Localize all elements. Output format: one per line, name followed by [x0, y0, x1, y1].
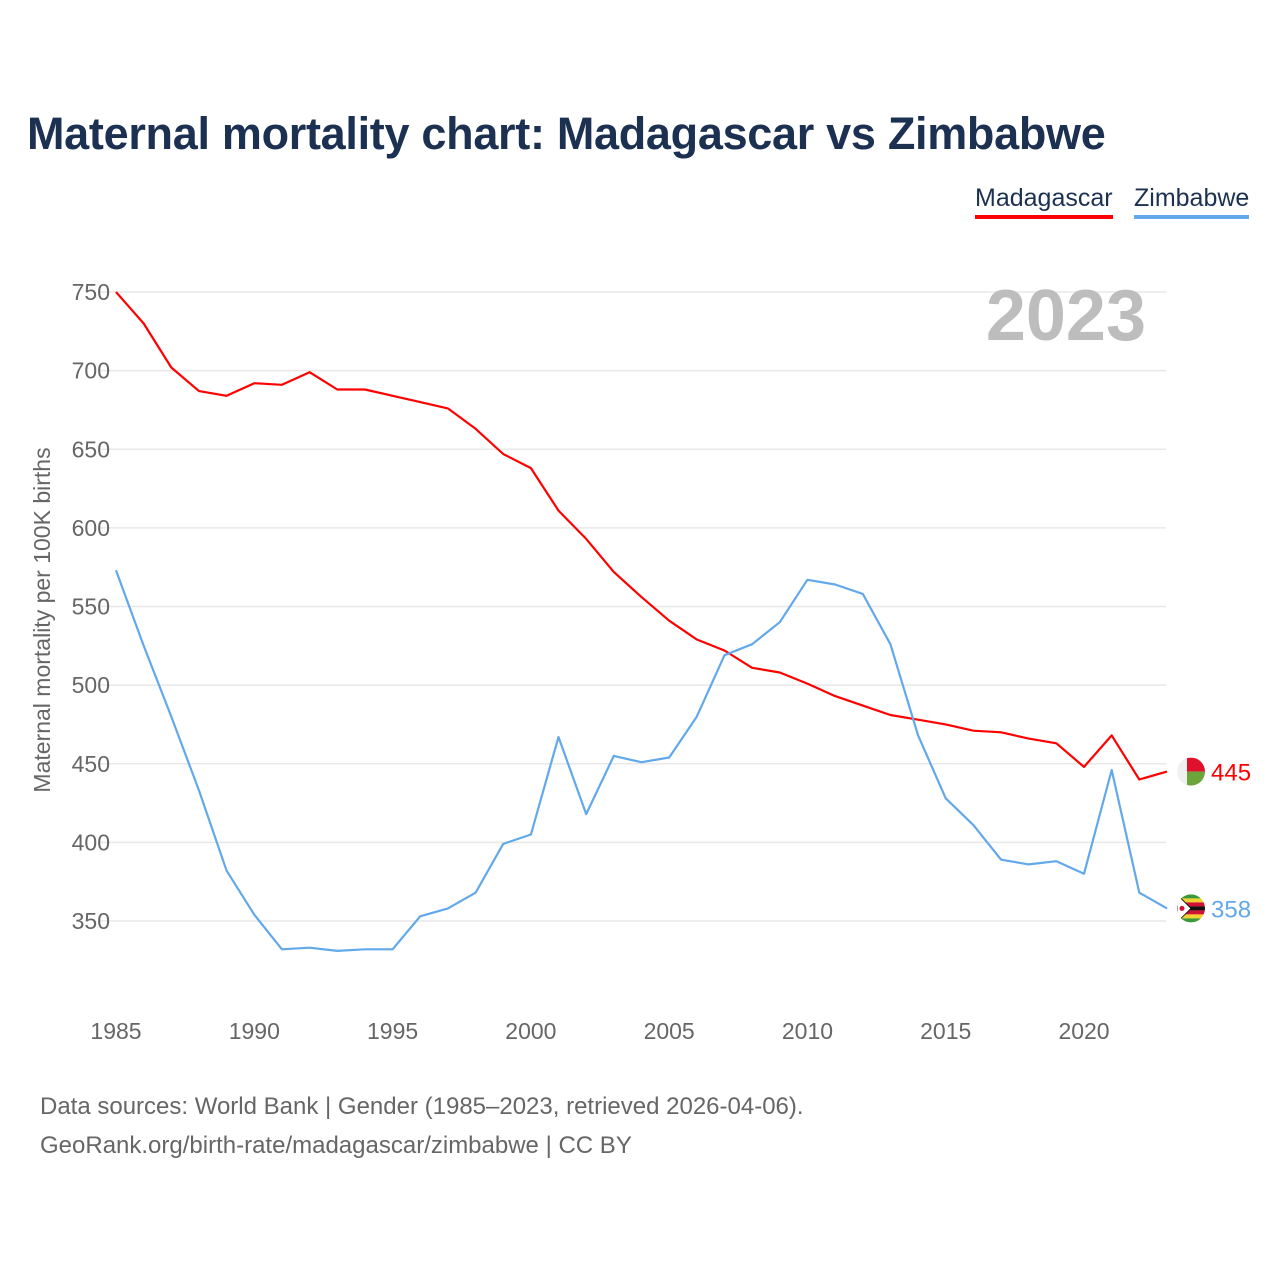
- y-tick-label: 400: [72, 829, 110, 855]
- legend-item-madagascar[interactable]: Madagascar: [975, 184, 1113, 219]
- y-tick-label: 550: [72, 594, 110, 620]
- y-tick-label: 500: [72, 672, 110, 698]
- flag-body: [1177, 757, 1205, 786]
- flag-green: [1187, 771, 1205, 786]
- flag-stripe: [1177, 894, 1205, 899]
- x-tick-label: 1990: [229, 1018, 280, 1044]
- y-tick-label: 350: [72, 908, 110, 934]
- y-axis-label: Maternal mortality per 100K births: [29, 447, 55, 792]
- y-tick-label: 700: [72, 358, 110, 384]
- x-tick-label: 2000: [505, 1018, 556, 1044]
- y-tick-label: 650: [72, 436, 110, 462]
- end-value-label: 358: [1211, 896, 1251, 923]
- line-chart: 350 400 450 500 550 600 650 700 750 1985 1990 1995 2…: [29, 276, 1251, 1044]
- y-tick-label: 450: [72, 751, 110, 777]
- flag-star: [1179, 905, 1185, 911]
- flag-icon-zimbabwe: [1177, 894, 1205, 923]
- flag-icon-madagascar: [1177, 757, 1205, 786]
- series-line-madagascar: [115, 291, 1168, 781]
- year-watermark: 2023: [986, 276, 1146, 356]
- attribution-link[interactable]: GeoRank.org/birth-rate/madagascar/zimbab…: [40, 1132, 632, 1159]
- flag-stripe: [1177, 914, 1205, 919]
- end-value-label: 445: [1211, 760, 1251, 787]
- legend-item-zimbabwe[interactable]: Zimbabwe: [1134, 184, 1250, 219]
- chart-title: Maternal mortality chart: Madagascar vs …: [27, 108, 1106, 159]
- x-tick-label: 2020: [1058, 1018, 1109, 1044]
- flag-stripe: [1177, 910, 1205, 915]
- flag-stripe: [1177, 898, 1205, 903]
- y-tick-label: 600: [72, 515, 110, 541]
- flag-stripe: [1177, 902, 1205, 907]
- flag-red: [1187, 757, 1205, 772]
- x-tick-label: 2015: [920, 1018, 971, 1044]
- x-tick-label: 2010: [782, 1018, 833, 1044]
- y-tick-label: 750: [72, 279, 110, 305]
- source-text: Data sources: World Bank | Gender (1985–…: [40, 1093, 804, 1120]
- x-tick-label: 1985: [90, 1018, 141, 1044]
- x-tick-label: 2005: [644, 1018, 695, 1044]
- x-tick-label: 1995: [367, 1018, 418, 1044]
- flag-stripe: [1177, 918, 1205, 923]
- flag-body: [1177, 894, 1205, 923]
- series-line-zimbabwe: [114, 569, 1168, 952]
- footer: Data sources: World Bank | Gender (1985–…: [40, 1087, 804, 1165]
